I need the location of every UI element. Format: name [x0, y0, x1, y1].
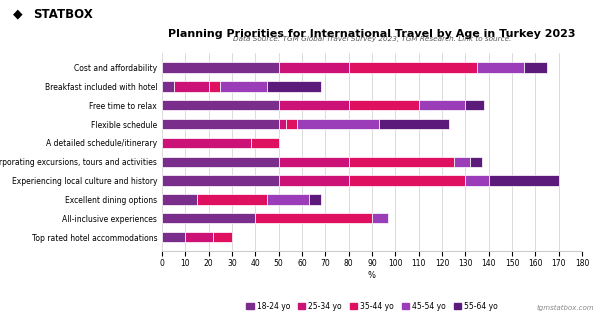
- Text: ◆: ◆: [13, 8, 23, 21]
- Bar: [162, 81, 173, 92]
- Bar: [419, 100, 466, 111]
- Bar: [349, 156, 454, 167]
- X-axis label: %: %: [368, 271, 376, 279]
- Bar: [185, 232, 214, 242]
- Bar: [162, 138, 251, 148]
- Bar: [162, 175, 278, 186]
- Bar: [349, 100, 419, 111]
- Bar: [162, 232, 185, 242]
- Bar: [162, 119, 278, 129]
- Bar: [267, 81, 320, 92]
- Text: Data Source: TGM Global Travel Survey 2023, TGM Research. Link to source.: Data Source: TGM Global Travel Survey 20…: [233, 35, 511, 41]
- Bar: [278, 175, 349, 186]
- Bar: [524, 62, 547, 73]
- Bar: [162, 213, 256, 223]
- Title: Planning Priorities for International Travel by Age in Turkey 2023: Planning Priorities for International Tr…: [168, 29, 576, 39]
- Bar: [349, 175, 466, 186]
- Bar: [220, 81, 267, 92]
- Bar: [278, 119, 286, 129]
- Bar: [214, 232, 232, 242]
- Bar: [256, 213, 372, 223]
- Bar: [286, 119, 298, 129]
- Bar: [251, 138, 278, 148]
- Bar: [379, 119, 449, 129]
- Bar: [372, 213, 388, 223]
- Bar: [488, 175, 559, 186]
- Bar: [162, 194, 197, 204]
- Text: tgmstatbox.com: tgmstatbox.com: [536, 305, 594, 311]
- Bar: [162, 100, 278, 111]
- Bar: [309, 194, 320, 204]
- Bar: [349, 62, 477, 73]
- Bar: [278, 100, 349, 111]
- Bar: [278, 156, 349, 167]
- Text: STATBOX: STATBOX: [33, 8, 93, 21]
- Bar: [278, 62, 349, 73]
- Bar: [162, 156, 278, 167]
- Bar: [466, 100, 484, 111]
- Bar: [477, 62, 524, 73]
- Bar: [162, 62, 278, 73]
- Bar: [298, 119, 379, 129]
- Bar: [466, 175, 488, 186]
- Legend: 18-24 yo, 25-34 yo, 35-44 yo, 45-54 yo, 55-64 yo: 18-24 yo, 25-34 yo, 35-44 yo, 45-54 yo, …: [243, 299, 501, 314]
- Bar: [173, 81, 209, 92]
- Bar: [197, 194, 267, 204]
- Bar: [209, 81, 220, 92]
- Bar: [454, 156, 470, 167]
- Bar: [267, 194, 309, 204]
- Bar: [470, 156, 482, 167]
